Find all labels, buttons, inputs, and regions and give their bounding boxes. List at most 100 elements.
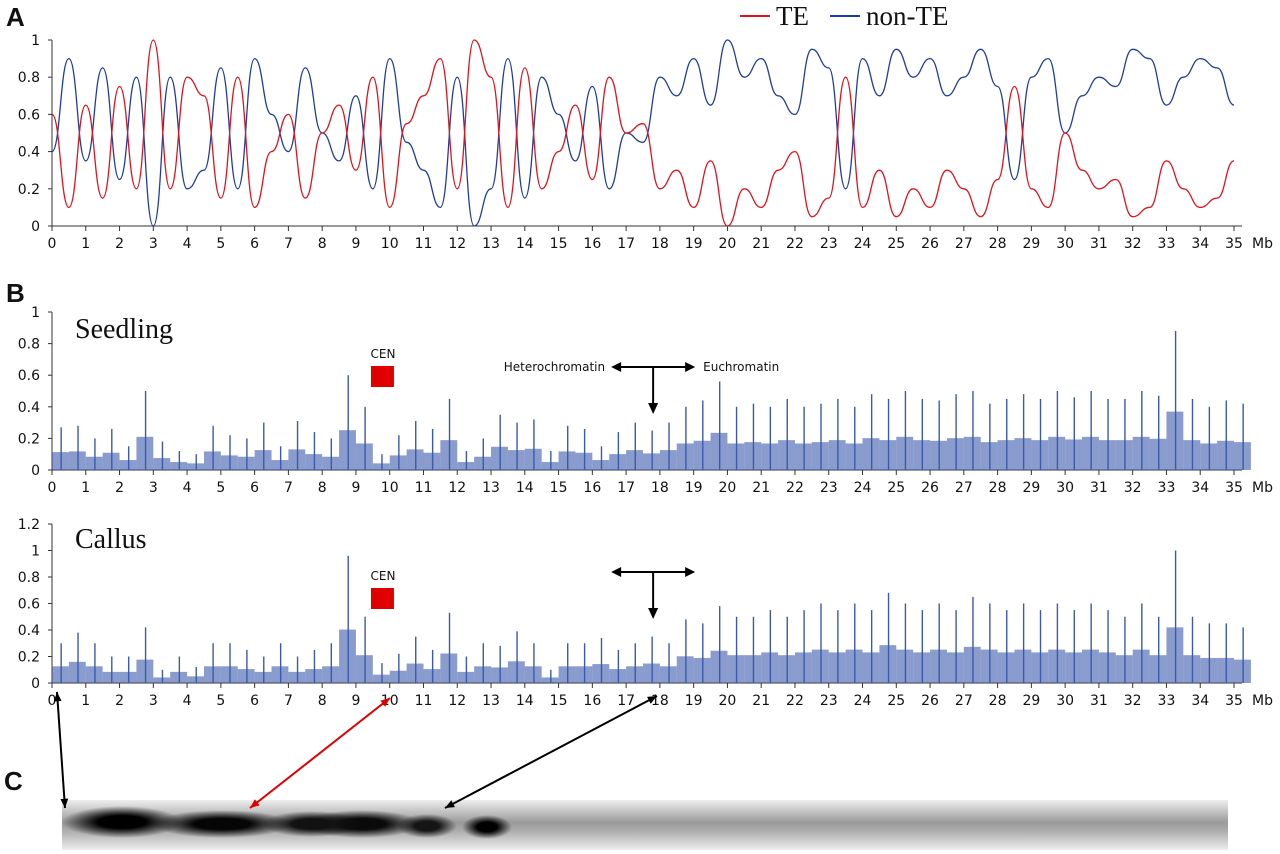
x-tick-label: 6	[250, 480, 259, 496]
bar	[938, 603, 940, 683]
x-tick-label: 14	[516, 480, 534, 496]
bar	[1191, 616, 1194, 683]
bar	[448, 612, 451, 683]
bar	[955, 394, 957, 470]
bar	[1039, 398, 1042, 470]
x-tick-label: 33	[1158, 480, 1176, 496]
bar	[1225, 623, 1227, 683]
x-tick-label: 27	[955, 480, 973, 496]
bar	[111, 656, 113, 683]
x-tick-label: 10	[381, 236, 399, 252]
x-tick-label: 18	[651, 693, 669, 709]
y-tick-label: 0.2	[18, 650, 40, 666]
bar	[1124, 398, 1126, 470]
bar	[195, 454, 197, 470]
x-tick-label: 11	[415, 236, 433, 252]
x-tick-label: 24	[854, 236, 872, 252]
bar	[77, 425, 79, 470]
x-tick-label: 5	[216, 480, 225, 496]
x-tick-label: 17	[617, 480, 635, 496]
x-tick-label: 35	[1225, 693, 1243, 709]
bar	[803, 610, 805, 683]
y-tick-label: 0.6	[18, 107, 40, 123]
bar	[718, 381, 721, 470]
x-tick-label: 31	[1090, 693, 1108, 709]
bar	[1208, 623, 1211, 683]
x-tick-label: 11	[415, 480, 433, 496]
bar	[1107, 398, 1109, 470]
x-tick-label: 3	[149, 693, 158, 709]
x-tick-label: 24	[854, 480, 872, 496]
bar	[735, 406, 738, 470]
bar	[161, 441, 164, 470]
bar	[904, 603, 907, 683]
y-tick-label: 0.2	[18, 431, 40, 447]
bar-fill	[322, 456, 340, 470]
x-tick-label: 22	[786, 480, 804, 496]
bar	[415, 636, 417, 683]
bar	[702, 400, 704, 470]
x-tick-label: 26	[921, 480, 939, 496]
bar	[769, 610, 772, 683]
x-tick-label: 28	[989, 693, 1007, 709]
x-tick-label: 22	[786, 236, 804, 252]
bar	[567, 643, 569, 683]
bar	[465, 451, 468, 470]
x-tick-label: 15	[550, 236, 568, 252]
bar-fill	[68, 661, 86, 683]
bar	[1090, 391, 1092, 470]
x-tick-label: 13	[482, 236, 500, 252]
bar	[989, 603, 991, 683]
x-tick-label: 31	[1090, 480, 1108, 496]
x-axis-label: Mb	[1252, 693, 1273, 709]
bar	[313, 432, 316, 470]
bar	[887, 592, 890, 683]
bar	[178, 451, 181, 470]
x-tick-label: 34	[1191, 236, 1209, 252]
bar	[94, 438, 96, 470]
x-tick-label: 8	[318, 480, 327, 496]
bar-fill	[322, 666, 340, 683]
bar	[347, 555, 349, 683]
y-tick-label: 0.8	[18, 337, 40, 353]
bar-fill	[440, 653, 458, 683]
bar	[870, 394, 873, 470]
x-tick-label: 24	[854, 693, 872, 709]
centromere-marker	[370, 588, 394, 609]
bar	[735, 616, 738, 683]
x-tick-label: 12	[448, 480, 466, 496]
x-tick-label: 8	[318, 693, 327, 709]
series-line-non-te	[51, 39, 1235, 227]
y-tick-label: 1	[31, 544, 40, 560]
bar	[415, 421, 417, 470]
panel-label-b: B	[6, 278, 25, 308]
x-tick-label: 3	[149, 480, 158, 496]
bar	[1141, 603, 1143, 683]
bar	[1158, 616, 1160, 683]
bar	[769, 406, 772, 470]
bar	[1191, 398, 1194, 470]
heterochromatin-label: Heterochromatin	[504, 360, 605, 374]
x-tick-label: 16	[583, 236, 601, 252]
mapping-arrow-boundary-head	[647, 696, 657, 704]
x-tick-label: 2	[115, 693, 124, 709]
bar	[786, 398, 788, 470]
x-tick-label: 6	[250, 236, 259, 252]
bar	[887, 398, 890, 470]
bar	[127, 446, 130, 470]
bar	[583, 643, 586, 683]
bar-fill	[68, 451, 86, 470]
mapping-arrow-centromere	[249, 697, 391, 809]
y-tick-label: 1	[31, 33, 40, 49]
y-tick-label: 0.6	[18, 597, 40, 613]
x-tick-label: 19	[685, 693, 703, 709]
gel-image-panel-c	[62, 800, 1228, 850]
x-tick-label: 4	[183, 236, 192, 252]
bar	[1107, 610, 1109, 683]
y-tick-label: 0.4	[18, 623, 40, 639]
bar-fill	[288, 449, 306, 470]
x-tick-label: 23	[820, 693, 838, 709]
bar	[398, 435, 400, 470]
legend-label-non-te: non-TE	[866, 1, 948, 31]
x-tick-label: 20	[719, 236, 737, 252]
